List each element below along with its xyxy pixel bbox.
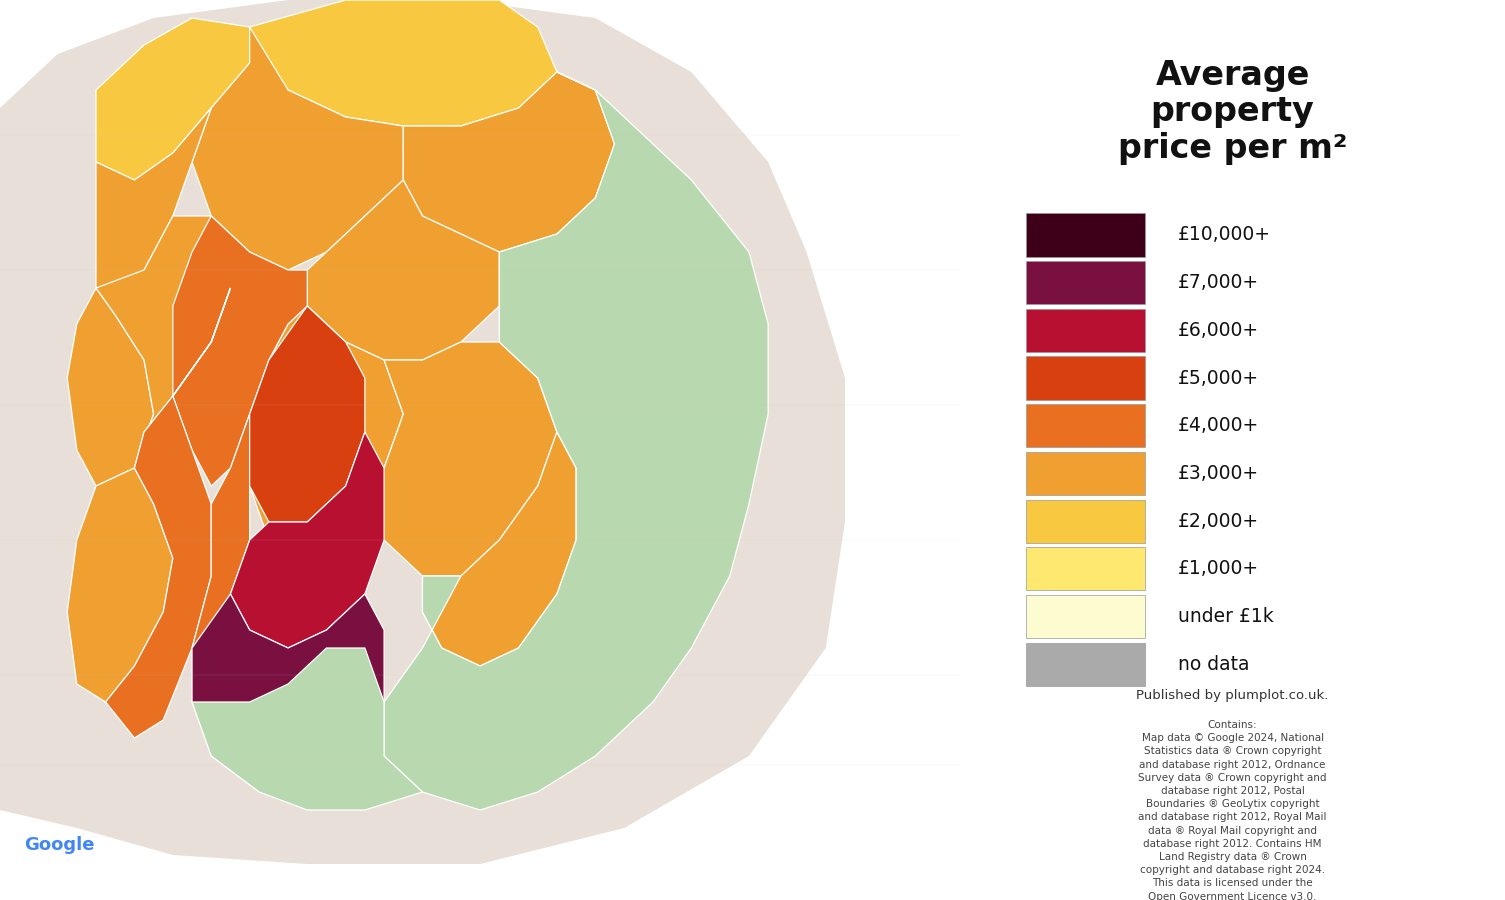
Polygon shape [250, 0, 557, 126]
Polygon shape [68, 288, 154, 486]
Polygon shape [250, 306, 403, 558]
Text: £3,000+: £3,000+ [1178, 464, 1260, 483]
Polygon shape [193, 27, 403, 270]
Bar [1025, 404, 1145, 447]
Polygon shape [173, 288, 230, 396]
Bar [1025, 500, 1145, 543]
Polygon shape [307, 180, 500, 360]
Polygon shape [230, 432, 384, 648]
Polygon shape [173, 216, 307, 486]
Polygon shape [193, 414, 250, 648]
Bar [1025, 643, 1145, 686]
Text: no data: no data [1178, 654, 1249, 674]
Bar [1025, 452, 1145, 495]
Text: Google: Google [24, 836, 95, 854]
Bar [1025, 261, 1145, 304]
Bar [1025, 547, 1145, 590]
Polygon shape [423, 432, 576, 666]
Polygon shape [193, 594, 384, 792]
Bar [1025, 309, 1145, 352]
Text: Average
property
price per m²: Average property price per m² [1118, 58, 1347, 166]
Polygon shape [96, 108, 211, 315]
Polygon shape [96, 18, 250, 180]
Bar [1025, 213, 1145, 256]
Polygon shape [96, 216, 230, 468]
Text: Contains:
Map data © Google 2024, National
Statistics data ® Crown copyright
and: Contains: Map data © Google 2024, Nation… [1138, 720, 1327, 900]
Polygon shape [68, 468, 173, 702]
Polygon shape [0, 0, 844, 864]
Text: under £1k: under £1k [1178, 607, 1273, 626]
Text: £4,000+: £4,000+ [1178, 416, 1260, 436]
Text: £2,000+: £2,000+ [1178, 511, 1260, 531]
Text: Published by plumplot.co.uk.: Published by plumplot.co.uk. [1136, 688, 1329, 701]
Text: £1,000+: £1,000+ [1178, 559, 1260, 579]
Polygon shape [384, 72, 768, 810]
Text: £5,000+: £5,000+ [1178, 368, 1260, 388]
Polygon shape [364, 342, 557, 576]
Text: £6,000+: £6,000+ [1178, 320, 1260, 340]
Bar [1025, 356, 1145, 400]
Text: £10,000+: £10,000+ [1178, 225, 1272, 245]
Bar [1025, 595, 1145, 638]
Polygon shape [105, 396, 211, 738]
Text: £7,000+: £7,000+ [1178, 273, 1260, 292]
Polygon shape [193, 648, 423, 810]
Polygon shape [403, 72, 614, 252]
Polygon shape [250, 306, 364, 522]
